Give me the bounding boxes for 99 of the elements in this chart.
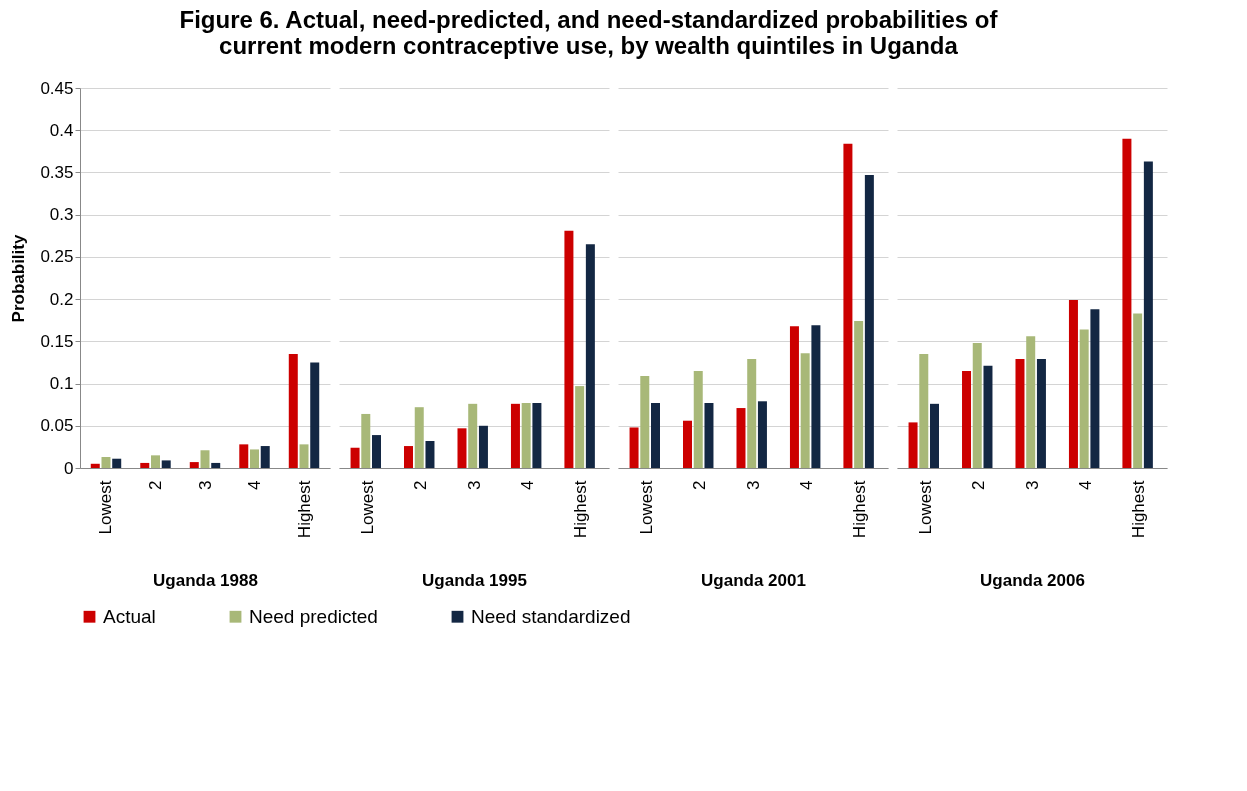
bar	[310, 362, 320, 468]
bar	[789, 326, 799, 468]
x-axis-title: Uganda 2006	[980, 571, 1085, 591]
y-tick-label: 0.45	[40, 78, 74, 98]
bar	[151, 455, 160, 468]
bar	[747, 359, 757, 468]
bar	[704, 402, 714, 468]
bar	[693, 370, 703, 468]
x-tick-label: Highest	[1129, 480, 1149, 539]
bar	[510, 403, 520, 468]
bar	[361, 413, 371, 468]
bar	[1036, 359, 1046, 468]
x-tick-label: 4	[517, 480, 537, 490]
x-tick-label: Highest	[850, 480, 870, 539]
y-tick-label: 0.4	[49, 120, 74, 140]
x-tick-label: 2	[411, 480, 431, 490]
bar	[478, 425, 488, 468]
x-tick-label: 3	[464, 480, 484, 490]
x-tick-label: 2	[690, 480, 710, 490]
bar	[101, 457, 111, 468]
x-tick-label: Lowest	[915, 480, 935, 535]
x-tick-label: Highest	[571, 480, 591, 539]
bar	[414, 407, 424, 468]
y-tick-label: 0.35	[40, 162, 74, 182]
x-tick-label: 3	[743, 480, 763, 490]
x-tick-label: Lowest	[96, 480, 116, 535]
bar	[575, 386, 585, 468]
x-axis-title: Uganda 2001	[701, 571, 806, 591]
bar	[350, 447, 360, 468]
bar	[908, 422, 918, 468]
x-tick-label: 3	[195, 480, 215, 490]
y-tick-label: 0.3	[49, 205, 74, 225]
x-tick-label: 4	[245, 480, 264, 490]
x-axis-title: Uganda 1995	[422, 571, 527, 591]
bar	[854, 321, 864, 468]
y-tick-label: 0.15	[40, 331, 74, 351]
x-tick-label: Highest	[294, 480, 314, 539]
y-tick-label: 0.25	[40, 247, 74, 267]
bar	[404, 446, 414, 468]
bar	[919, 354, 929, 468]
bar	[640, 375, 650, 468]
bar	[90, 463, 100, 468]
y-tick-label: 0.2	[49, 289, 74, 309]
bar	[800, 353, 810, 468]
bar	[983, 365, 993, 468]
text: Figure 6. Actual, need-predicted, and need-standardized probabilities of current modern contraceptive use, by wealth quintiles in Uganda	[179, 6, 999, 59]
bar	[564, 230, 574, 468]
bar	[521, 402, 531, 468]
bar	[736, 408, 746, 468]
bar	[1079, 329, 1089, 468]
bar	[425, 440, 435, 468]
bar	[585, 244, 595, 468]
bar	[140, 462, 150, 468]
x-tick-label: 2	[969, 480, 989, 490]
bar	[757, 401, 767, 468]
bar	[457, 428, 467, 468]
bar	[864, 174, 874, 468]
bar	[683, 420, 693, 468]
bar	[811, 325, 821, 468]
bar	[189, 462, 199, 468]
bar	[532, 402, 542, 468]
bar	[200, 450, 210, 468]
bar	[843, 143, 853, 468]
x-tick-label: 4	[796, 480, 816, 490]
x-tick-label: Lowest	[636, 480, 656, 535]
bar	[1090, 309, 1100, 468]
bar	[112, 458, 122, 468]
bar	[972, 343, 982, 468]
x-tick-label: Lowest	[357, 480, 377, 535]
legend-label: Need predicted	[249, 605, 378, 627]
bar	[1015, 359, 1025, 468]
x-axis-title: Uganda 1988	[153, 571, 258, 591]
bar	[930, 403, 940, 468]
bar	[299, 444, 309, 468]
y-tick-label: 0.1	[49, 374, 74, 394]
bar	[1026, 336, 1036, 468]
bar	[629, 427, 639, 468]
bar	[1068, 299, 1078, 468]
bar	[651, 402, 661, 468]
bar	[962, 370, 972, 468]
y-axis-title: Probability	[9, 234, 29, 323]
x-tick-label: 4	[1075, 480, 1095, 490]
bar	[161, 460, 171, 468]
bar	[1133, 313, 1143, 468]
bar	[239, 444, 249, 468]
bar	[288, 354, 298, 468]
y-tick-label: 0.05	[40, 416, 74, 436]
bar	[372, 435, 382, 468]
y-tick-label: 0	[64, 458, 74, 478]
bar	[1122, 138, 1132, 468]
bar	[260, 446, 270, 468]
legend-label: Actual	[103, 605, 156, 627]
x-tick-label: 2	[146, 480, 165, 490]
bar	[211, 462, 221, 468]
bar	[1143, 161, 1153, 468]
x-tick-label: 3	[1022, 480, 1042, 490]
legend-label: Need standardized	[471, 605, 631, 627]
bar	[250, 449, 259, 468]
bar	[468, 403, 478, 468]
